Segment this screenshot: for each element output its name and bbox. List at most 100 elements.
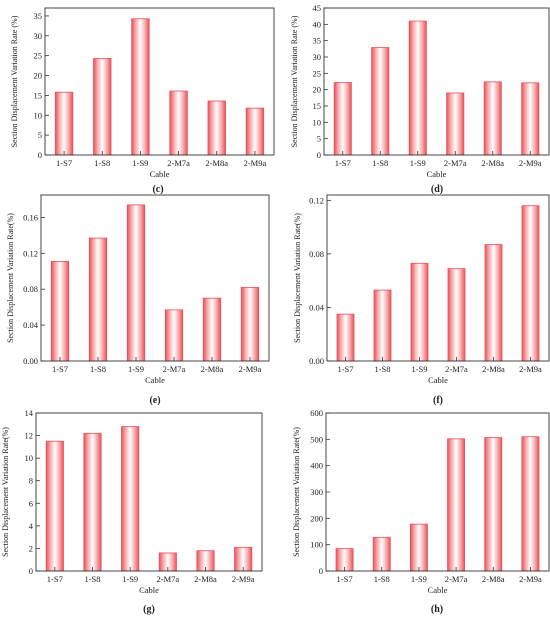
bar-2-M8a (202, 297, 222, 362)
panel-label: (d) (431, 184, 443, 195)
bar-2-M8a (207, 100, 226, 156)
x-tick-label: 1-S7 (337, 574, 353, 584)
chart-panel-1: 0 5 10 15 20 25 30 35 1-S7 1-S8 1-S9 2-M7a 2-M8a 2-M9… (10, 7, 275, 195)
bar-1-S8 (88, 237, 108, 362)
y-axis-label: Section Displacement Variation Rate(%) (293, 213, 302, 343)
plot-frame (40, 194, 270, 362)
x-tick-label: 2-M7a (156, 574, 179, 584)
bar-1-S8 (372, 536, 391, 572)
x-tick-label: 1-S9 (411, 574, 427, 584)
y-tick-label: 0.00 (309, 356, 324, 366)
bar-2-M7a (446, 92, 465, 156)
x-tick-label: 1-S8 (84, 574, 100, 584)
y-tick-label: 12 (25, 431, 34, 441)
y-tick-label: 6 (29, 498, 33, 508)
x-tick-label: 2-M9a (519, 364, 542, 374)
y-tick-label: 8 (29, 476, 33, 486)
bar-1-S9 (126, 204, 146, 362)
bar-1-S9 (121, 426, 140, 572)
x-tick-label: 2-M8a (482, 574, 505, 584)
y-tick-label: 15 (313, 101, 322, 111)
bar-1-S9 (410, 262, 429, 362)
y-tick-label: 300 (310, 487, 323, 497)
y-tick-label: 0.00 (23, 356, 38, 366)
y-tick-label: 30 (313, 52, 322, 62)
y-tick-label: 10 (34, 110, 43, 120)
y-tick-label: 0 (38, 150, 42, 160)
bar-2-M8a (484, 437, 503, 572)
panel-label: (h) (431, 604, 443, 615)
chart-panel-5: 0 2 4 6 8 10 12 14 1-S7 1-S8 1-S9 2-M7a 2-M8a 2-M9a Ca… (1, 408, 263, 615)
x-tick-label: 2-M7a (167, 158, 190, 168)
x-tick-label: 2-M8a (481, 158, 504, 168)
y-tick-label: 5 (38, 130, 42, 140)
y-tick-label: 400 (310, 461, 323, 471)
bar-2-M7a (164, 309, 184, 362)
bar-2-M7a (169, 90, 188, 156)
x-axis-label: Cable (139, 585, 159, 595)
bar-1-S8 (93, 58, 112, 156)
y-tick-label: 20 (313, 85, 322, 95)
x-tick-label: 2-M7a (445, 364, 468, 374)
y-tick-label: 40 (313, 19, 322, 29)
x-tick-label: 2-M8a (482, 364, 505, 374)
bar-1-S7 (336, 313, 355, 362)
chart-panel-3: 0.00 0.04 0.08 0.12 0.16 1-S7 1-S8 1-S9 2-M7a 2-M… (6, 194, 270, 406)
x-axis-label: Cable (150, 169, 170, 179)
bar-2-M7a (447, 438, 466, 572)
y-tick-label: 0.12 (23, 248, 38, 258)
x-tick-label: 1-S7 (56, 158, 72, 168)
y-tick-label: 600 (310, 408, 323, 418)
x-tick-label: 2-M9a (232, 574, 255, 584)
bar-2-M9a (240, 287, 260, 362)
panel-label: (e) (149, 395, 160, 406)
x-axis-label: Cable (428, 585, 448, 595)
chart-panel-2: 0 5 10 15 20 25 30 35 40 45 1-S7 1-S8 1-S9 2-M7a 2-M8a… (290, 3, 550, 195)
x-axis-label: Cable (145, 375, 165, 385)
y-tick-label: 15 (34, 90, 43, 100)
y-tick-label: 4 (29, 521, 34, 531)
bar-2-M9a (521, 205, 540, 362)
x-tick-label: 2-M9a (519, 574, 542, 584)
y-tick-label: 0.08 (23, 284, 38, 294)
y-tick-label: 10 (25, 453, 34, 463)
panel-label: (c) (152, 184, 163, 195)
panel-label: (g) (143, 604, 155, 615)
plot-frame (323, 7, 550, 156)
bar-2-M8a (483, 81, 502, 156)
y-axis-label: Section Displacement Variation Rate (%) (10, 15, 19, 147)
y-tick-label: 35 (34, 11, 43, 21)
x-tick-label: 2-M8a (205, 158, 228, 168)
bar-1-S9 (409, 523, 428, 572)
y-tick-label: 0.12 (309, 195, 324, 205)
x-tick-label: 1-S7 (52, 364, 68, 374)
x-tick-label: 1-S9 (411, 364, 427, 374)
x-tick-label: 1-S7 (337, 364, 353, 374)
bar-2-M9a (245, 107, 265, 156)
x-tick-label: 2-M9a (519, 158, 542, 168)
x-tick-label: 1-S7 (47, 574, 63, 584)
y-tick-label: 0.08 (309, 249, 324, 259)
y-tick-label: 25 (34, 51, 43, 61)
y-tick-label: 0 (29, 566, 33, 576)
bar-2-M7a (447, 268, 466, 362)
x-tick-label: 1-S8 (374, 364, 390, 374)
y-axis-label: Section Displacement Variation Rate (%) (290, 15, 299, 147)
y-tick-label: 25 (313, 68, 322, 78)
bar-1-S7 (54, 91, 74, 156)
y-tick-label: 0.04 (309, 302, 325, 312)
y-tick-label: 500 (310, 434, 323, 444)
plot-frame (325, 412, 550, 572)
bar-1-S9 (131, 18, 150, 156)
x-tick-label: 1-S9 (122, 574, 138, 584)
x-tick-label: 1-S8 (90, 364, 106, 374)
y-tick-label: 200 (310, 513, 323, 523)
bar-2-M9a (521, 436, 540, 572)
x-tick-label: 1-S7 (335, 158, 351, 168)
y-axis-label: Section Displacement Variation Rate(%) (6, 213, 15, 343)
y-tick-label: 5 (317, 134, 321, 144)
x-axis-label: Cable (428, 375, 448, 385)
y-tick-label: 0 (319, 566, 323, 576)
y-tick-label: 45 (313, 3, 322, 13)
